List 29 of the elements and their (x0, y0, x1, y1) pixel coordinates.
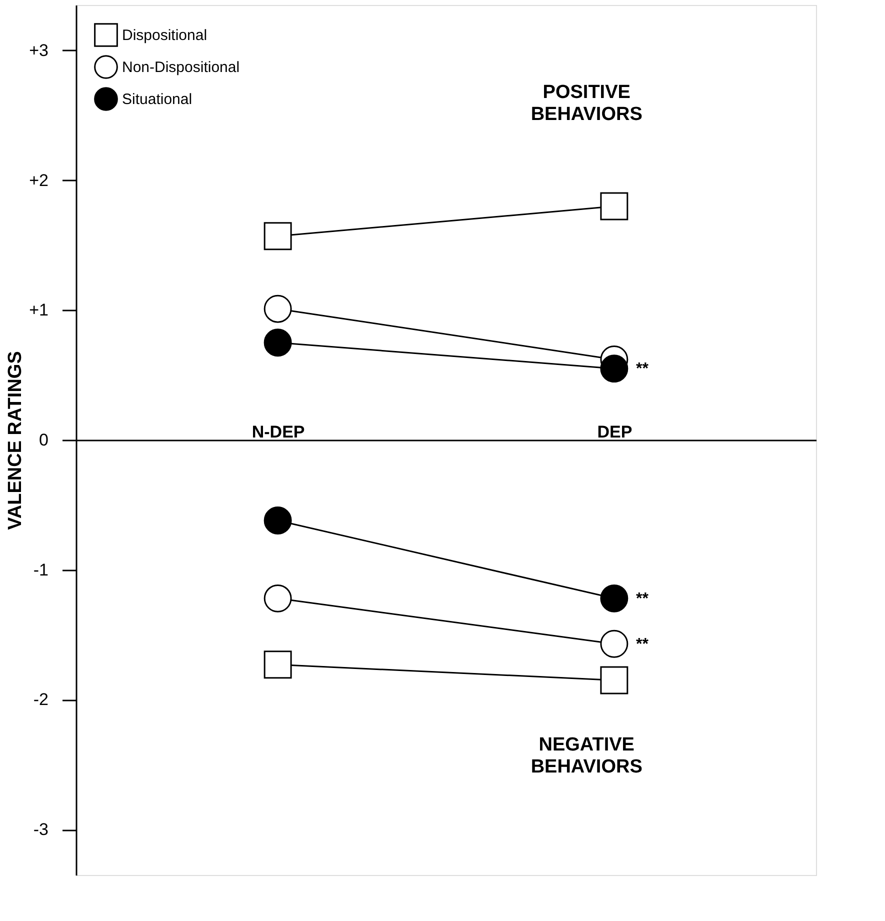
point (264, 506, 292, 534)
y-tick-label: 0 (39, 430, 48, 450)
legend-label: Situational (122, 91, 192, 108)
annotation: ** (636, 360, 650, 378)
point (264, 294, 292, 323)
legend-label: Non-Dispositional (122, 59, 240, 76)
y-tick-label: +2 (29, 170, 48, 190)
y-tick-label: +1 (29, 300, 48, 320)
legend-label: Dispositional (122, 27, 208, 44)
annotation: NEGATIVE BEHAVIORS (530, 734, 642, 778)
point (600, 666, 628, 694)
point (264, 222, 292, 250)
x-tick-label: DEP (597, 422, 632, 442)
y-tick-label: -3 (33, 820, 48, 840)
point (264, 584, 292, 612)
point (600, 354, 628, 383)
y-tick-label: -2 (33, 690, 48, 710)
y-tick-label: +3 (29, 40, 48, 60)
point (264, 328, 292, 357)
y-axis-title: VALENCE RATINGS (5, 351, 26, 530)
x-tick-label: N-DEP (252, 422, 305, 442)
point (600, 192, 628, 220)
annotation: POSITIVE BEHAVIORS (530, 82, 642, 125)
annotation: ** (636, 636, 650, 653)
point (600, 584, 628, 612)
point (264, 650, 292, 679)
y-tick-label: -1 (33, 560, 48, 580)
point (600, 630, 628, 658)
annotation: ** (636, 590, 650, 608)
